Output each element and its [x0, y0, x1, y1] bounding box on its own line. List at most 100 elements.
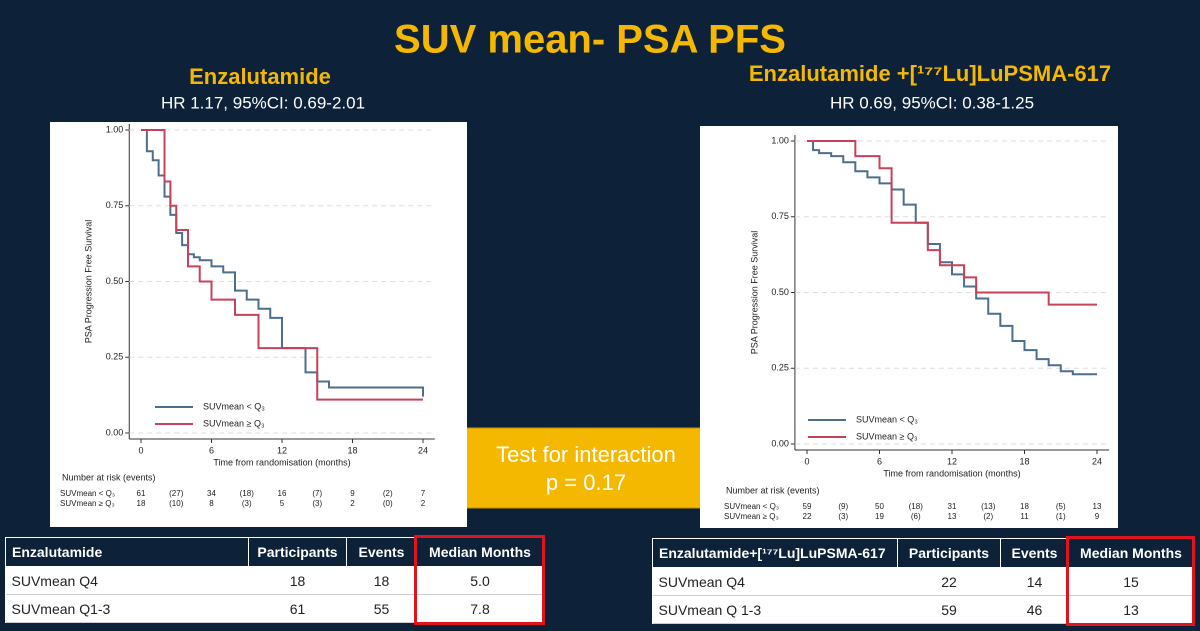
risk-cell: 34: [207, 489, 216, 498]
risk-cell: 61: [137, 489, 146, 498]
table-row: SUVmean Q 1-3 59 46 13: [652, 595, 1194, 624]
risk-cell: (1): [1056, 512, 1066, 521]
table-cell: 46: [1000, 595, 1069, 624]
x-tick-label: 18: [1019, 456, 1029, 466]
legend-label: SUVmean < Q₃: [203, 401, 265, 411]
risk-cell: (18): [909, 502, 924, 511]
table-cell: 59: [897, 595, 1001, 624]
chart-title: Enzalutamide: [189, 64, 331, 89]
table-cell: SUVmean Q1-3: [5, 594, 249, 623]
risk-cell: (2): [383, 489, 393, 498]
chart-title: Enzalutamide +[¹⁷⁷Lu]LuPSMA-617: [749, 61, 1111, 86]
y-tick-label: 0.00: [106, 427, 124, 437]
risk-cell: (18): [240, 489, 255, 498]
table-cell: 18: [346, 566, 417, 595]
y-tick-label: 0.75: [106, 200, 124, 210]
risk-cell: (10): [169, 499, 184, 508]
results-table: Enzalutamide+[¹⁷⁷Lu]LuPSMA-617 Participan…: [652, 538, 1194, 624]
interaction-p: p = 0.17: [546, 470, 626, 495]
table-cell: 22: [897, 567, 1001, 596]
x-tick-label: 12: [947, 456, 957, 466]
slide-title: SUV mean- PSA PFS: [394, 18, 786, 62]
risk-row-label: SUVmean < Q₃: [724, 502, 779, 511]
risk-cell: 2: [421, 499, 426, 508]
risk-table-title: Number at risk (events): [62, 472, 156, 482]
risk-cell: 9: [350, 489, 355, 498]
risk-cell: (5): [1056, 502, 1066, 511]
risk-cell: 19: [875, 512, 884, 521]
x-tick-label: 12: [277, 445, 287, 455]
chart-subtitle: HR 0.69, 95%CI: 0.38-1.25: [830, 93, 1034, 112]
risk-row-label: SUVmean ≥ Q₃: [60, 499, 115, 508]
table-cell: 7.8: [416, 594, 544, 623]
risk-cell: 8: [209, 499, 214, 508]
risk-cell: (13): [981, 502, 996, 511]
x-tick-label: 18: [347, 445, 357, 455]
table-cell: 55: [346, 594, 417, 623]
table-cell: 61: [248, 594, 347, 623]
y-tick-label: 1.00: [106, 124, 124, 134]
x-tick-label: 6: [209, 445, 214, 455]
chart-subtitle: HR 1.17, 95%CI: 0.69-2.01: [161, 93, 365, 112]
risk-cell: 13: [948, 512, 957, 521]
table-cell: 5.0: [416, 566, 544, 595]
table-header-cell: Enzalutamide+[¹⁷⁷Lu]LuPSMA-617: [652, 538, 898, 568]
risk-cell: (3): [312, 499, 322, 508]
results-table: Enzalutamide Participants Events Median Mon…: [5, 537, 544, 623]
table-header-cell: Participants: [248, 537, 347, 567]
y-tick-label: 0.25: [771, 363, 789, 373]
table-header-cell: Median Months: [416, 537, 544, 567]
table-row: Enzalutamide+[¹⁷⁷Lu]LuPSMA-617 Participan…: [652, 538, 1194, 568]
chart-panel: [700, 126, 1118, 528]
risk-cell: 11: [1020, 512, 1029, 521]
risk-cell: (3): [838, 512, 848, 521]
y-axis-label: PSA Progression Free Survival: [84, 220, 94, 344]
risk-cell: (0): [383, 499, 393, 508]
highlight-box: [414, 535, 545, 625]
risk-cell: 13: [1093, 502, 1102, 511]
table-row: Enzalutamide Participants Events Median Mon…: [5, 537, 544, 567]
table-cell: 18: [248, 566, 347, 595]
y-tick-label: 0.50: [771, 287, 789, 297]
risk-cell: 18: [137, 499, 146, 508]
risk-cell: 22: [803, 512, 812, 521]
survival-curve: [807, 140, 1097, 306]
risk-row-label: SUVmean < Q₃: [60, 489, 115, 498]
x-tick-label: 24: [418, 445, 428, 455]
table-cell: 14: [1000, 567, 1069, 596]
y-tick-label: 0.25: [106, 352, 124, 362]
risk-cell: (7): [312, 489, 322, 498]
risk-cell: (2): [983, 512, 993, 521]
risk-cell: 5: [280, 499, 285, 508]
risk-cell: 2: [350, 499, 355, 508]
interaction-label: Test for interaction: [496, 442, 676, 467]
risk-cell: (9): [838, 502, 848, 511]
table-header-cell: Events: [346, 537, 417, 567]
y-tick-label: 0.75: [771, 211, 789, 221]
risk-cell: 7: [421, 489, 426, 498]
table-row: SUVmean Q4 22 14 15: [652, 567, 1194, 596]
risk-table-title: Number at risk (events): [726, 485, 820, 495]
x-tick-label: 6: [877, 456, 882, 466]
legend-label: SUVmean < Q₃: [856, 414, 918, 424]
risk-cell: 50: [875, 502, 884, 511]
table-cell: SUVmean Q4: [652, 567, 898, 596]
table-cell: SUVmean Q 1-3: [652, 595, 898, 624]
table-header-cell: Events: [1000, 538, 1069, 568]
x-axis-label: Time from randomisation (months): [883, 468, 1020, 478]
risk-cell: 18: [1020, 502, 1029, 511]
risk-cell: 16: [278, 489, 287, 498]
risk-cell: 9: [1095, 512, 1100, 521]
risk-cell: (27): [169, 489, 184, 498]
risk-cell: (6): [911, 512, 921, 521]
table-header-cell: Enzalutamide: [5, 537, 249, 567]
table-header-cell: Participants: [897, 538, 1001, 568]
legend-label: SUVmean ≥ Q₃: [203, 418, 265, 428]
x-tick-label: 24: [1092, 456, 1102, 466]
table-cell: 15: [1068, 567, 1194, 596]
x-tick-label: 0: [138, 445, 143, 455]
x-tick-label: 0: [804, 456, 809, 466]
highlight-box: [1066, 536, 1195, 626]
